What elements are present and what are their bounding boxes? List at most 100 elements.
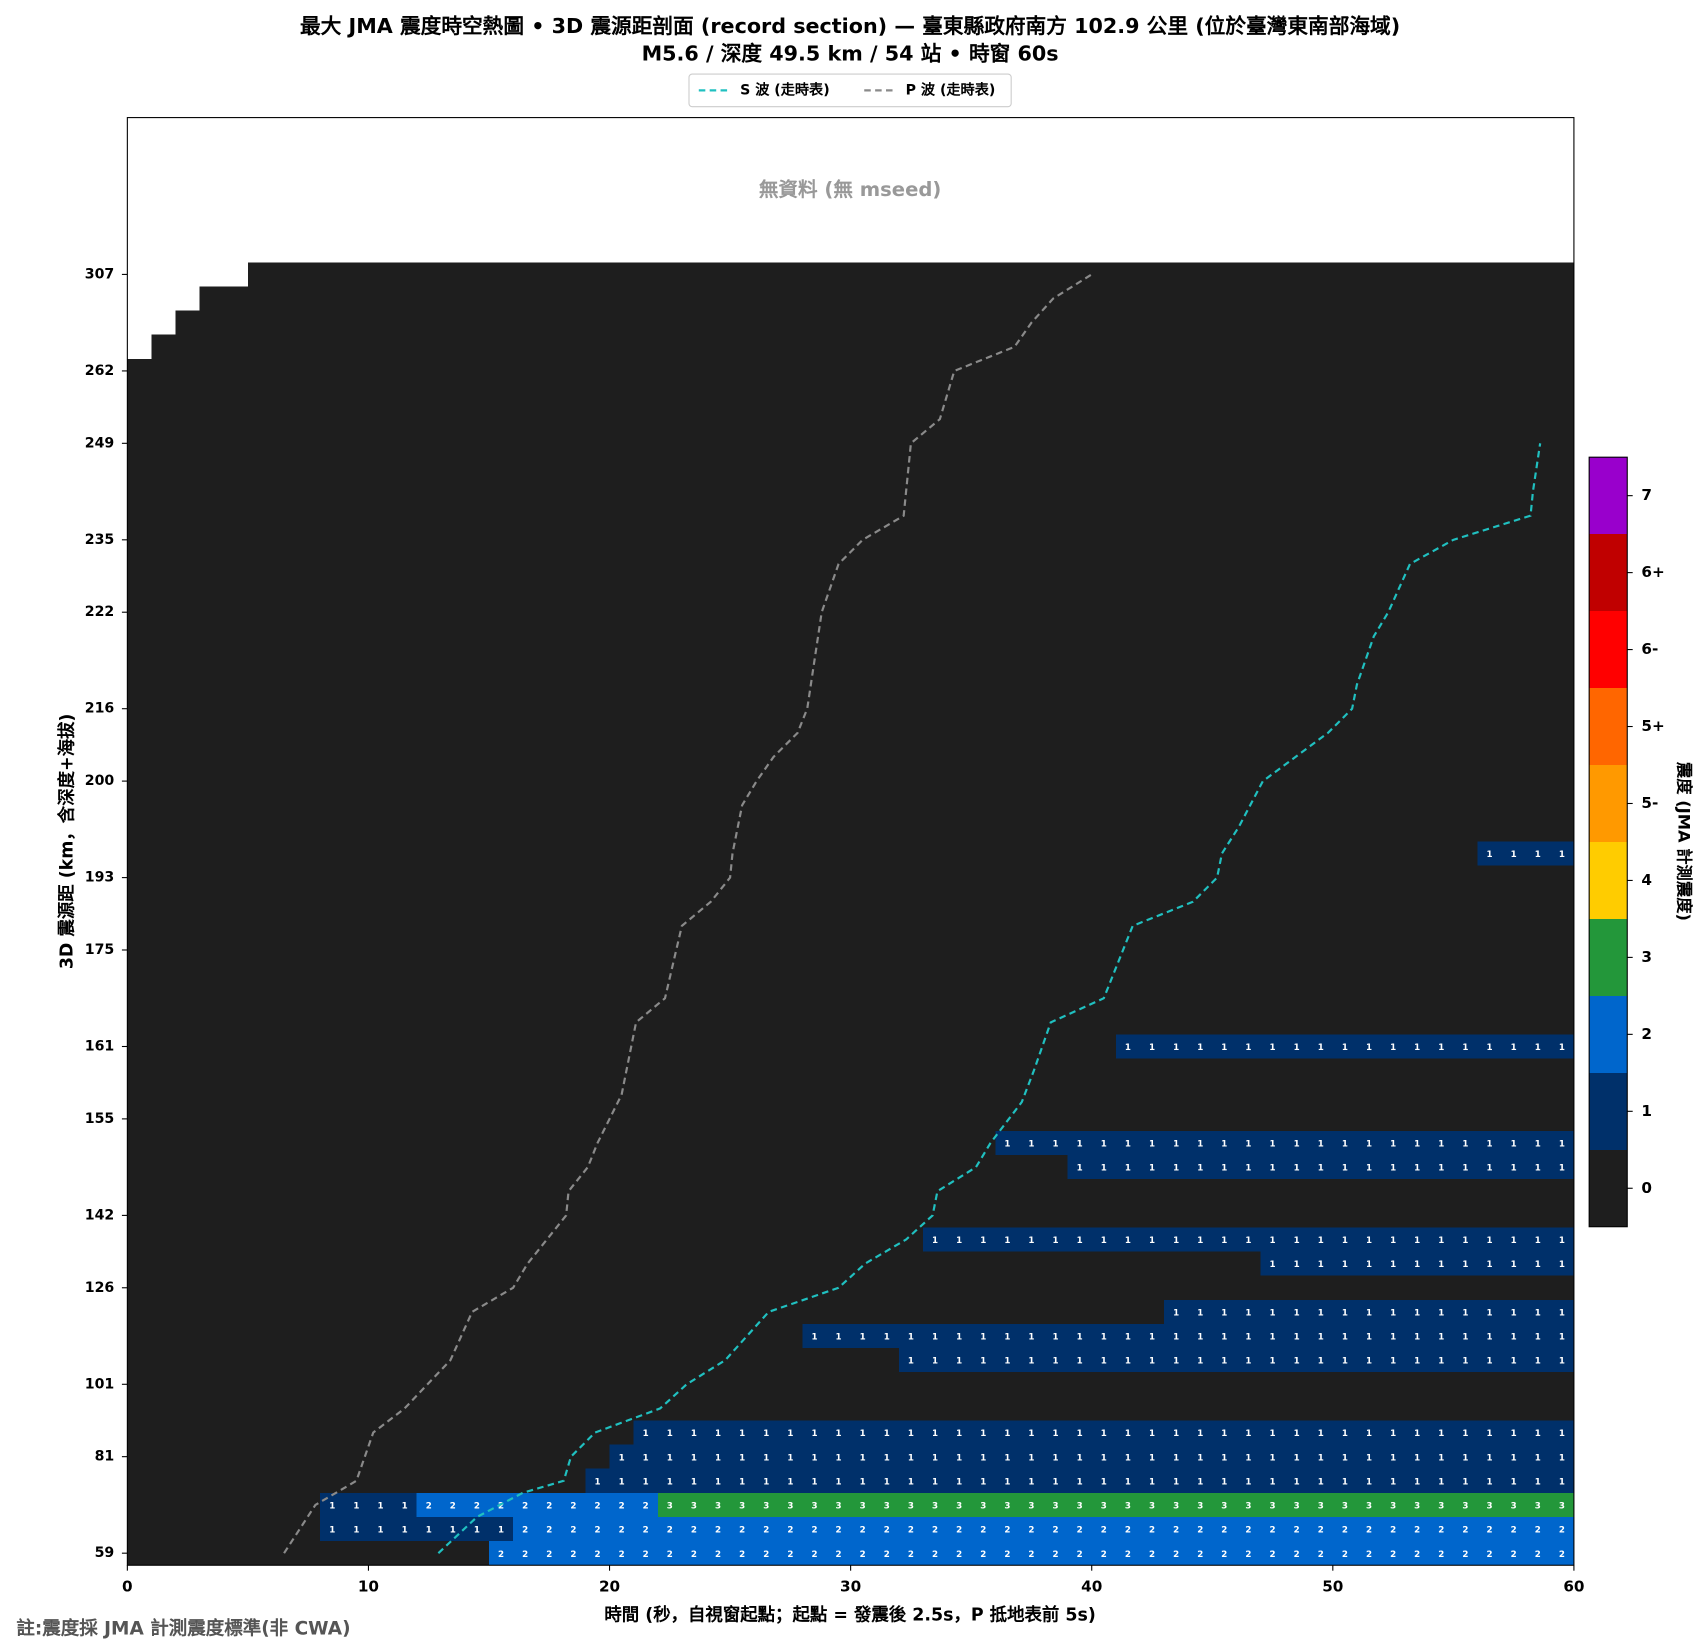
- cell-label: 1: [836, 1477, 842, 1487]
- y-tick-label: 249: [85, 435, 115, 451]
- cell-label: 2: [1101, 1526, 1107, 1536]
- cell-label: 1: [1511, 1164, 1517, 1174]
- heat-cell-run: [127, 1444, 610, 1469]
- cell-label: 1: [1101, 1164, 1107, 1174]
- cell-label: 2: [932, 1550, 938, 1560]
- cell-label: 2: [739, 1550, 745, 1560]
- cell-label: 2: [1414, 1526, 1420, 1536]
- heat-cell-run: [995, 1130, 1574, 1156]
- y-tick-label: 161: [85, 1038, 115, 1054]
- heat-cell-run: [127, 527, 1574, 552]
- cell-label: 3: [860, 1502, 866, 1512]
- colorbar-segment: [1589, 1149, 1628, 1227]
- heat-cell-run: [898, 1348, 1574, 1373]
- cell-label: 1: [1004, 1140, 1010, 1150]
- cell-label: 2: [643, 1502, 649, 1512]
- cell-label: 1: [1366, 1333, 1372, 1343]
- cell-label: 3: [1125, 1502, 1131, 1512]
- cell-label: 1: [353, 1502, 359, 1512]
- cell-label: 2: [1125, 1550, 1131, 1560]
- cell-label: 1: [1487, 850, 1493, 860]
- cell-label: 2: [980, 1550, 986, 1560]
- cell-label: 1: [1414, 1453, 1420, 1463]
- colorbar-tick-label: 5-: [1641, 794, 1658, 812]
- cell-label: 2: [1487, 1550, 1493, 1560]
- cell-label: 1: [1414, 1477, 1420, 1487]
- cell-label: 3: [1535, 1502, 1541, 1512]
- cell-label: 1: [1414, 1308, 1420, 1318]
- cell-label: 2: [836, 1550, 842, 1560]
- cell-label: 1: [1487, 1236, 1493, 1246]
- cell-label: 1: [1245, 1164, 1251, 1174]
- cell-label: 2: [956, 1526, 962, 1536]
- heat-cell-run: [127, 769, 1574, 794]
- cell-label: 2: [1414, 1550, 1420, 1560]
- cell-label: 1: [1028, 1477, 1034, 1487]
- cell-label: 3: [1342, 1502, 1348, 1512]
- cell-label: 1: [1318, 1429, 1324, 1439]
- cell-label: 1: [1197, 1043, 1203, 1053]
- cell-label: 1: [1318, 1164, 1324, 1174]
- cell-label: 1: [811, 1453, 817, 1463]
- colorbar-segment: [1589, 765, 1628, 842]
- cell-label: 1: [1559, 1453, 1565, 1463]
- cell-label: 3: [691, 1502, 697, 1512]
- cell-label: 1: [739, 1477, 745, 1487]
- cell-label: 2: [594, 1502, 600, 1512]
- cell-label: 1: [1438, 1429, 1444, 1439]
- cell-label: 1: [980, 1453, 986, 1463]
- heat-cell-run: [127, 1348, 899, 1373]
- cell-label: 2: [1077, 1526, 1083, 1536]
- cell-label: 1: [1414, 1164, 1420, 1174]
- heat-cell-run: [127, 962, 1574, 987]
- cell-label: 1: [1221, 1453, 1227, 1463]
- footnote: 註:震度採 JMA 計測震度標準(非 CWA): [16, 1617, 350, 1639]
- cell-label: 2: [1221, 1550, 1227, 1560]
- cell-label: 1: [1438, 1333, 1444, 1343]
- cell-label: 1: [1390, 1357, 1396, 1367]
- cell-label: 2: [1342, 1526, 1348, 1536]
- cell-label: 1: [1462, 1308, 1468, 1318]
- colorbar-tick-label: 6+: [1641, 563, 1664, 581]
- y-tick-label: 216: [85, 701, 115, 717]
- y-tick-label: 142: [85, 1207, 115, 1223]
- cell-label: 2: [884, 1550, 890, 1560]
- cell-label: 2: [1101, 1550, 1107, 1560]
- cell-label: 1: [1511, 850, 1517, 860]
- heat-cell-run: [127, 744, 1574, 770]
- cell-label: 1: [1149, 1043, 1155, 1053]
- heat-cell-run: [609, 1444, 1574, 1469]
- cell-label: 2: [1004, 1550, 1010, 1560]
- cell-label: 1: [1173, 1236, 1179, 1246]
- heat-cell-run: [127, 576, 1574, 601]
- cell-label: 1: [1318, 1357, 1324, 1367]
- cell-label: 2: [1511, 1526, 1517, 1536]
- cell-label: 1: [1221, 1333, 1227, 1343]
- cell-label: 1: [1245, 1236, 1251, 1246]
- cell-label: 1: [1462, 1260, 1468, 1270]
- heat-cell-run: [488, 1541, 1574, 1566]
- cell-label: 1: [1294, 1043, 1300, 1053]
- cell-label: 1: [1173, 1333, 1179, 1343]
- cell-label: 1: [1197, 1164, 1203, 1174]
- cell-label: 1: [1294, 1308, 1300, 1318]
- cell-label: 1: [1559, 1140, 1565, 1150]
- cell-label: 1: [763, 1453, 769, 1463]
- heat-cell-run: [320, 1516, 514, 1542]
- cell-label: 2: [1053, 1526, 1059, 1536]
- cell-label: 1: [932, 1357, 938, 1367]
- cell-label: 2: [1366, 1550, 1372, 1560]
- cell-label: 1: [1270, 1308, 1276, 1318]
- cell-label: 1: [1535, 1333, 1541, 1343]
- cell-label: 2: [1390, 1526, 1396, 1536]
- legend-box: [688, 73, 1012, 108]
- cell-label: 1: [1511, 1429, 1517, 1439]
- cell-label: 1: [1197, 1140, 1203, 1150]
- cell-label: 1: [1101, 1140, 1107, 1150]
- cell-label: 1: [1366, 1260, 1372, 1270]
- cell-label: 1: [426, 1526, 432, 1536]
- cell-label: 1: [1318, 1477, 1324, 1487]
- cell-label: 2: [932, 1526, 938, 1536]
- cell-label: 1: [1245, 1140, 1251, 1150]
